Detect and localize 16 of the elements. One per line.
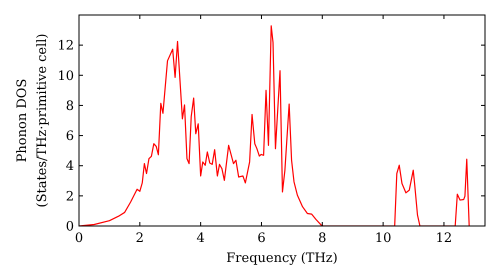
y-tick-label: 12: [57, 38, 74, 54]
line-series: [79, 25, 470, 226]
y-tick-label: 0: [66, 220, 74, 234]
y-tick-label: 2: [66, 189, 74, 204]
x-tick-label: 2: [136, 231, 144, 246]
x-axis-title: Frequency (THz): [226, 251, 338, 266]
y-tick-label: 8: [66, 98, 74, 114]
x-tick-label: 12: [436, 231, 452, 246]
y-tick-label: 6: [66, 129, 74, 144]
y-axis-title: Phonon DOS (States/THz·primitive cell): [15, 33, 50, 208]
x-tick-label: 6: [257, 231, 266, 246]
y-tick-label: 10: [57, 68, 74, 84]
x-tick-label: 10: [374, 231, 392, 246]
x-tick-label: 4: [196, 231, 205, 246]
y-tick-label: 4: [66, 159, 74, 174]
x-tick-label: 8: [318, 231, 326, 246]
